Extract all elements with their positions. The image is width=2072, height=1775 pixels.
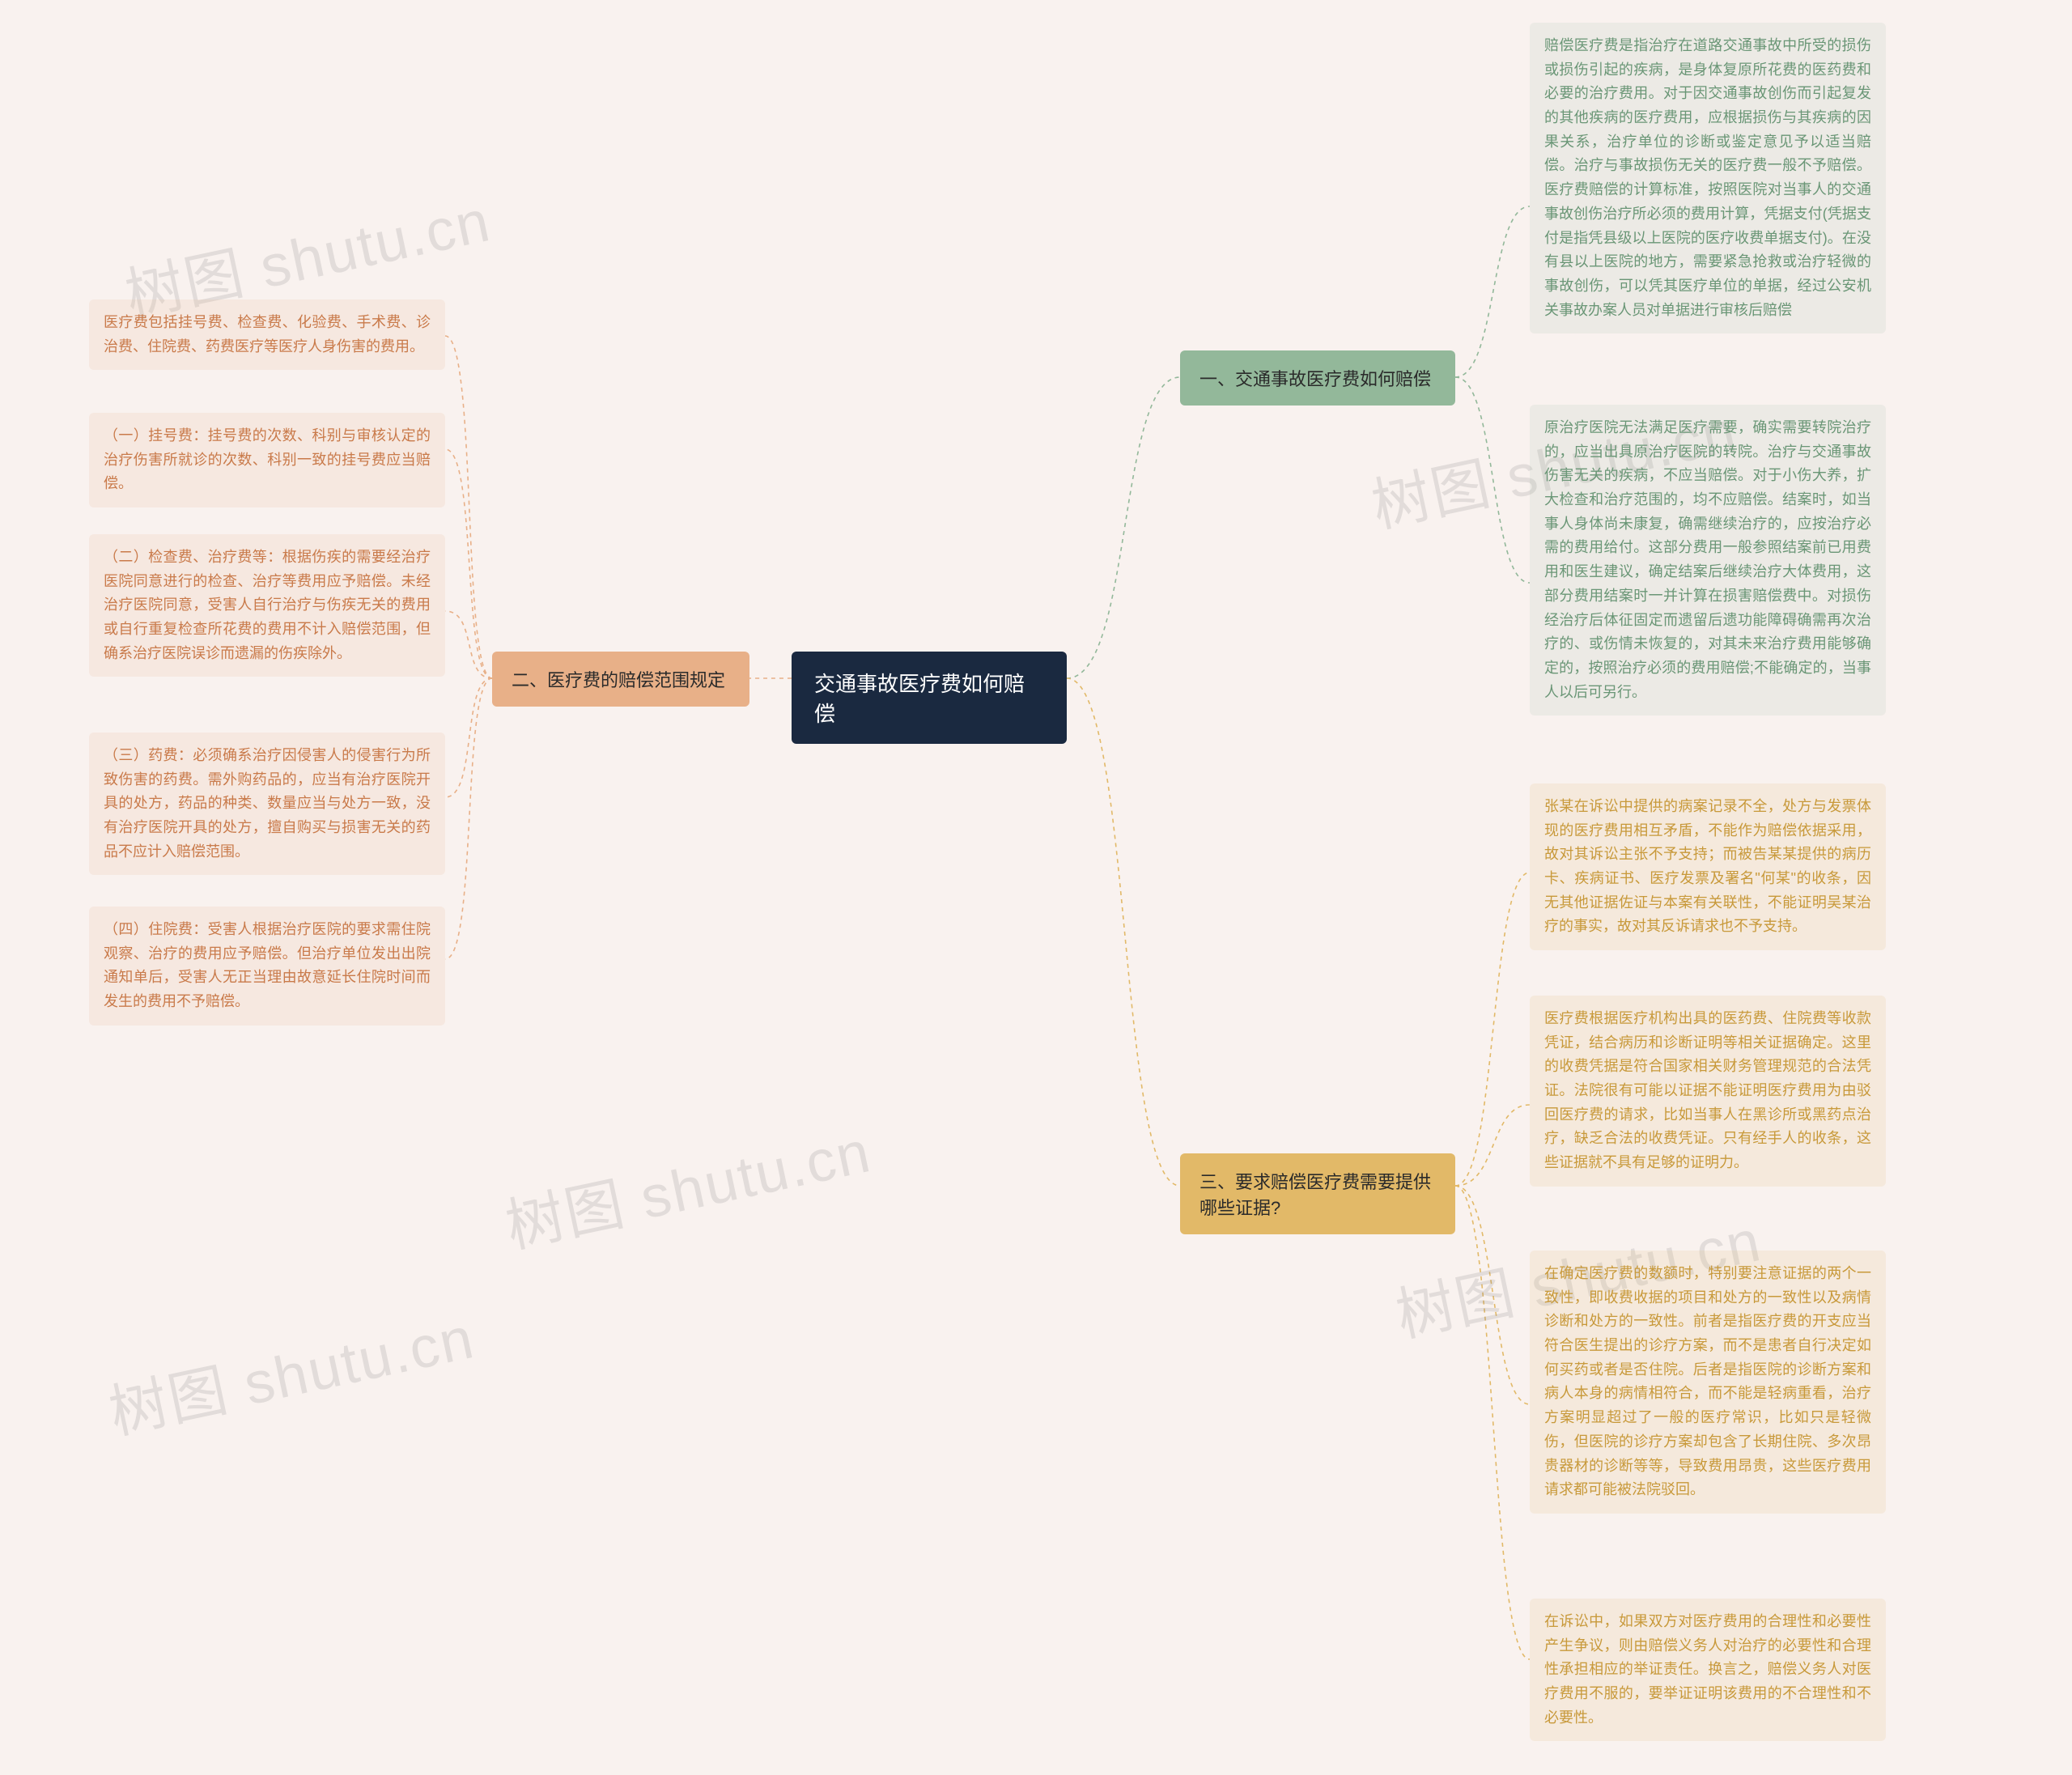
connector-path [1067, 678, 1180, 1186]
leaf-node-b3-0: 张某在诉讼中提供的病案记录不全，处方与发票体现的医疗费用相互矛盾，不能作为赔偿依… [1530, 783, 1886, 950]
leaf-node-b1-1: 原治疗医院无法满足医疗需要，确实需要转院治疗的，应当出具原治疗医院的转院。治疗与… [1530, 405, 1886, 716]
branch-node-b2: 二、医疗费的赔偿范围规定 [492, 652, 749, 707]
branch-node-b3: 三、要求赔偿医疗费需要提供哪些证据? [1180, 1153, 1455, 1234]
branch-node-b1: 一、交通事故医疗费如何赔偿 [1180, 350, 1455, 406]
leaf-node-b2-0: 医疗费包括挂号费、检查费、化验费、手术费、诊治费、住院费、药费医疗等医疗人身伤害… [89, 299, 445, 370]
leaf-node-b1-0: 赔偿医疗费是指治疗在道路交通事故中所受的损伤或损伤引起的疾病，是身体复原所花费的… [1530, 23, 1886, 333]
leaf-node-b2-4: （四）住院费：受害人根据治疗医院的要求需住院观察、治疗的费用应予赔偿。但治疗单位… [89, 907, 445, 1026]
leaf-node-b3-2: 在确定医疗费的数额时，特别要注意证据的两个一致性，即收费收据的项目和处方的一致性… [1530, 1251, 1886, 1514]
root-node: 交通事故医疗费如何赔偿 [792, 652, 1067, 744]
watermark: 树图 shutu.cn [100, 1290, 481, 1450]
connector-path [445, 611, 492, 678]
connector-path [445, 678, 492, 797]
connector-path [1455, 377, 1530, 583]
leaf-node-b3-1: 医疗费根据医疗机构出具的医药费、住院费等收款凭证，结合病历和诊断证明等相关证据确… [1530, 996, 1886, 1187]
watermark: 树图 shutu.cn [497, 1104, 877, 1264]
leaf-node-b2-3: （三）药费：必须确系治疗因侵害人的侵害行为所致伤害的药费。需外购药品的，应当有治… [89, 733, 445, 875]
leaf-node-b2-1: （一）挂号费：挂号费的次数、科别与审核认定的治疗伤害所就诊的次数、科别一致的挂号… [89, 413, 445, 507]
connector-path [1455, 1105, 1530, 1186]
connector-path [1455, 1186, 1530, 1404]
connector-path [1455, 873, 1530, 1186]
leaf-node-b2-2: （二）检查费、治疗费等：根据伤疾的需要经治疗医院同意进行的检查、治疗等费用应予赔… [89, 534, 445, 677]
connector-path [1455, 1186, 1530, 1659]
connector-path [1067, 377, 1180, 678]
leaf-node-b3-3: 在诉讼中，如果双方对医疗费用的合理性和必要性产生争议，则由赔偿义务人对治疗的必要… [1530, 1599, 1886, 1741]
connector-path [445, 678, 492, 959]
connector-path [1455, 206, 1530, 377]
connector-path [445, 449, 492, 678]
connector-path [445, 336, 492, 678]
